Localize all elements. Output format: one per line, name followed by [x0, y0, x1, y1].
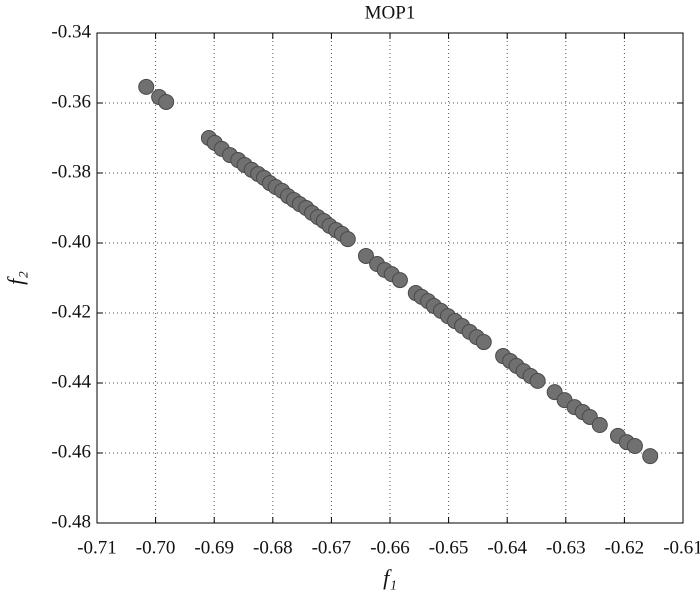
x-tick-label: -0.68: [253, 537, 293, 558]
y-tick-label: -0.42: [51, 301, 91, 322]
y-tick-label: -0.44: [51, 371, 91, 392]
x-tick-label: -0.65: [429, 537, 469, 558]
x-tick-label: -0.67: [312, 537, 352, 558]
chart-title: MOP1: [365, 2, 416, 23]
x-axis-label: f₁: [383, 565, 397, 590]
x-tick-label: -0.62: [605, 537, 645, 558]
point: [529, 372, 546, 389]
point: [357, 247, 374, 264]
x-tick-label: -0.71: [77, 537, 117, 558]
point: [138, 78, 155, 95]
point: [591, 417, 608, 433]
y-tick-label: -0.34: [51, 21, 91, 42]
y-tick-label: -0.38: [51, 161, 91, 182]
x-tick-label: -0.61: [663, 537, 700, 558]
x-tick-label: -0.66: [370, 537, 410, 558]
y-tick-label: -0.36: [51, 91, 91, 112]
y-tick-label: -0.40: [51, 231, 91, 252]
point: [391, 272, 408, 289]
point: [642, 448, 659, 465]
plot-frame: [96, 32, 684, 524]
x-tick-label: -0.70: [136, 537, 176, 558]
point: [626, 438, 643, 454]
point: [339, 231, 356, 248]
x-tick-label: -0.63: [546, 537, 586, 558]
x-tick-label: -0.64: [487, 537, 527, 558]
point: [158, 93, 175, 110]
y-axis-label: f₂: [3, 271, 28, 285]
y-tick-label: -0.48: [51, 511, 91, 532]
x-tick-label: -0.69: [194, 537, 234, 558]
y-tick-label: -0.46: [51, 441, 91, 462]
point: [475, 334, 492, 351]
